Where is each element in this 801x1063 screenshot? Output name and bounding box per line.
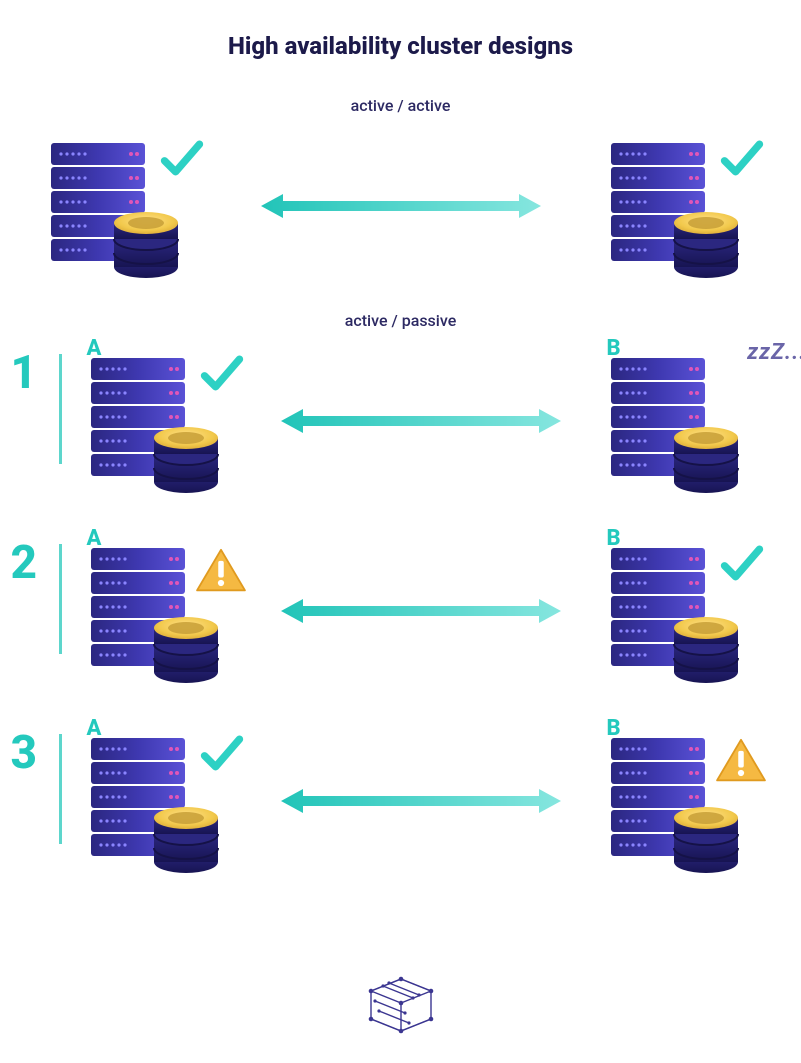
- bi-arrow-icon: [281, 407, 561, 435]
- check-icon: [159, 135, 205, 181]
- server-stack-icon: [601, 346, 761, 496]
- cluster-node-a: A: [81, 536, 241, 686]
- bi-arrow-icon: [261, 192, 541, 220]
- cluster-node-b: B: [601, 536, 761, 686]
- node-label: A: [87, 526, 102, 551]
- check-icon: [199, 350, 245, 396]
- check-icon: [719, 540, 765, 586]
- step-number: 1: [11, 346, 38, 400]
- check-icon: [199, 730, 245, 776]
- sync-arrow: [201, 192, 601, 220]
- step-divider: [59, 354, 62, 464]
- row-step-2: 2 A B: [41, 526, 761, 696]
- sleep-icon: zzZ...: [747, 340, 801, 365]
- bi-arrow-icon: [281, 597, 561, 625]
- cluster-node-a: A: [81, 346, 241, 496]
- footer-logo: [0, 971, 801, 1041]
- caption-active-active: active / active: [41, 96, 761, 115]
- check-icon: [719, 135, 765, 181]
- node-label: A: [87, 336, 102, 361]
- cluster-node-right: [601, 131, 761, 281]
- cluster-node-a: A: [81, 726, 241, 876]
- step-number: 2: [11, 536, 38, 590]
- sync-arrow: [241, 597, 601, 625]
- node-label: B: [607, 526, 621, 551]
- row-step-1: 1 A B zzZ...: [41, 336, 761, 506]
- cluster-node-b: B zzZ...: [601, 346, 761, 496]
- node-label: A: [87, 716, 102, 741]
- step-number: 3: [11, 726, 38, 780]
- cluster-node-b: B: [601, 726, 761, 876]
- node-label: B: [607, 336, 621, 361]
- sync-arrow: [241, 407, 601, 435]
- sync-arrow: [241, 787, 601, 815]
- cluster-node-left: [41, 131, 201, 281]
- bi-arrow-icon: [281, 787, 561, 815]
- network-cube-icon: [361, 971, 441, 1041]
- caption-active-passive: active / passive: [41, 311, 761, 330]
- row-active-active: [41, 121, 761, 291]
- step-divider: [59, 734, 62, 844]
- row-step-3: 3 A B: [41, 716, 761, 886]
- page-title: High availability cluster designs: [0, 0, 801, 60]
- warning-icon: [715, 738, 767, 784]
- node-label: B: [607, 716, 621, 741]
- step-divider: [59, 544, 62, 654]
- warning-icon: [195, 548, 247, 594]
